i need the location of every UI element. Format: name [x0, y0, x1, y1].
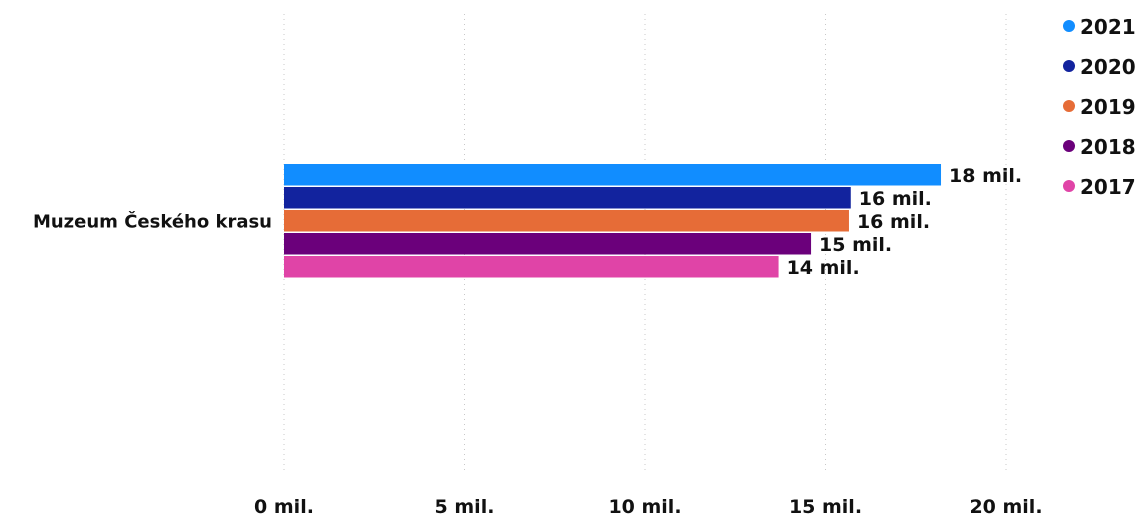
legend-label: 2017 — [1080, 175, 1136, 199]
x-tick-label: 20 mil. — [969, 496, 1042, 516]
legend-marker — [1063, 140, 1075, 152]
x-tick-label: 10 mil. — [608, 496, 681, 516]
bar-2021[interactable] — [284, 164, 942, 186]
legend-label: 2021 — [1080, 15, 1136, 39]
bar-2019[interactable] — [284, 210, 849, 232]
x-tick-label: 5 mil. — [435, 496, 495, 516]
legend[interactable]: 2021 2020 2019 2018 2017 — [1063, 15, 1136, 199]
legend-label: 2019 — [1080, 95, 1136, 119]
legend-marker — [1063, 180, 1075, 192]
bar-2018[interactable] — [284, 233, 812, 255]
bar-2020[interactable] — [284, 187, 851, 209]
legend-label: 2020 — [1080, 55, 1136, 79]
data-label-2020: 16 mil. — [859, 188, 932, 210]
legend-label: 2018 — [1080, 135, 1136, 159]
bars — [284, 164, 942, 278]
data-label-2019: 16 mil. — [857, 211, 930, 233]
y-axis: Muzeum Českého krasu — [33, 211, 272, 233]
legend-item-2021[interactable]: 2021 — [1063, 15, 1136, 39]
legend-marker — [1063, 60, 1075, 72]
x-tick-label: 15 mil. — [789, 496, 862, 516]
legend-item-2019[interactable]: 2019 — [1063, 95, 1136, 119]
data-label-2018: 15 mil. — [819, 234, 892, 256]
legend-marker — [1063, 100, 1075, 112]
bar-2017[interactable] — [284, 256, 779, 278]
data-label-2017: 14 mil. — [787, 257, 860, 279]
legend-item-2018[interactable]: 2018 — [1063, 135, 1136, 159]
x-tick-label: 0 mil. — [254, 496, 314, 516]
legend-item-2017[interactable]: 2017 — [1063, 175, 1136, 199]
data-label-2021: 18 mil. — [949, 165, 1022, 187]
legend-marker — [1063, 20, 1075, 32]
data-labels: 18 mil.16 mil.16 mil.15 mil.14 mil. — [787, 165, 1023, 279]
category-label: Muzeum Českého krasu — [33, 211, 272, 233]
x-axis: 0 mil. 5 mil. 10 mil. 15 mil. 20 mil. — [254, 496, 1043, 516]
legend-item-2020[interactable]: 2020 — [1063, 55, 1136, 79]
